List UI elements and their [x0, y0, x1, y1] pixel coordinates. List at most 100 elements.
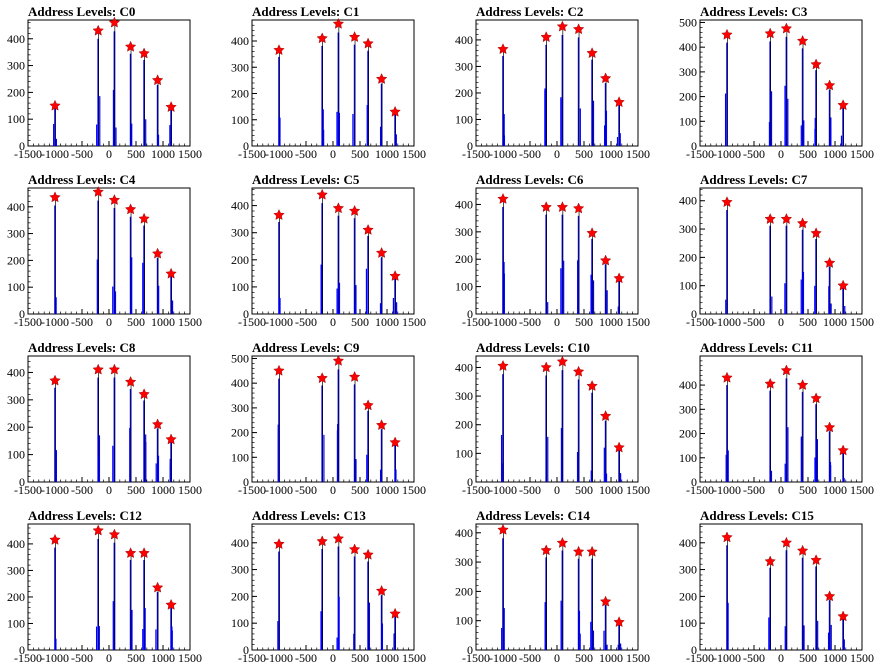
peak-marker — [599, 595, 612, 607]
x-tick-label: 1500 — [626, 315, 650, 329]
peak-marker — [348, 371, 361, 382]
peak-marker — [497, 360, 509, 371]
x-tick-label: 1500 — [626, 483, 650, 497]
y-tick-label: 0 — [691, 307, 697, 321]
x-tick-label: 1500 — [178, 315, 202, 329]
peak-marker — [764, 377, 776, 389]
y-tick-label: 0 — [243, 475, 249, 489]
x-tick-label: 1000 — [823, 147, 847, 161]
x-tick-label: 1500 — [402, 651, 426, 665]
x-tick-label: -1500 — [686, 651, 714, 665]
peak-marker — [151, 581, 164, 593]
panel-title: Address Levels: C7 — [700, 172, 808, 187]
y-tick-label: 400 — [7, 537, 25, 551]
peak-marker — [556, 20, 569, 32]
peak-marker — [375, 419, 388, 430]
peak-marker — [273, 364, 285, 376]
x-tick-label: 500 — [127, 651, 145, 665]
y-tick-label: 200 — [455, 86, 473, 100]
y-tick-label: 0 — [243, 307, 249, 321]
y-tick-label: 400 — [231, 34, 249, 48]
peak-marker — [796, 544, 809, 556]
x-tick-label: -500 — [71, 147, 93, 161]
plot-frame — [251, 19, 415, 147]
x-tick-label: -500 — [295, 147, 317, 161]
x-tick-label: -500 — [295, 315, 317, 329]
y-tick-label: 100 — [7, 448, 25, 462]
plot-frame — [27, 187, 191, 315]
x-tick-label: 500 — [799, 147, 817, 161]
panel-title: Address Levels: C15 — [700, 508, 814, 523]
peak-marker — [721, 28, 733, 40]
plot-frame — [475, 355, 639, 483]
plot-frame — [699, 355, 863, 483]
peak-marker — [823, 257, 836, 268]
y-tick-label: 200 — [679, 427, 697, 441]
x-tick-label: 0 — [554, 147, 560, 161]
x-tick-label: 1000 — [823, 483, 847, 497]
peak-marker — [108, 528, 121, 540]
y-tick-label: 100 — [679, 451, 697, 465]
peak-marker — [151, 247, 164, 259]
x-tick-label: -1500 — [686, 483, 714, 497]
y-tick-label: 0 — [243, 139, 249, 153]
peak-marker — [273, 44, 285, 55]
x-tick-label: 1000 — [151, 651, 175, 665]
peak-marker — [586, 380, 598, 391]
y-tick-label: 300 — [679, 563, 697, 577]
peak-marker — [796, 217, 809, 229]
peak-marker — [108, 363, 121, 375]
y-tick-label: 100 — [231, 113, 249, 127]
peak-marker — [764, 555, 776, 567]
peak-marker — [316, 188, 328, 200]
peak-marker — [49, 374, 61, 386]
peak-marker — [138, 388, 150, 400]
panel-4: Address Levels: C4 0 100 200 300 400 -1500 -100… — [7, 172, 202, 329]
x-tick-label: -500 — [519, 483, 541, 497]
peak-marker — [599, 410, 612, 421]
panel-13: Address Levels: C13 0 100 200 300 400 -1500 -10… — [231, 508, 426, 665]
x-tick-label: -500 — [295, 483, 317, 497]
peak-marker — [375, 247, 388, 258]
peak-marker — [613, 96, 625, 108]
peak-marker — [796, 379, 809, 390]
peak-marker — [599, 72, 612, 84]
y-tick-label: 300 — [455, 59, 473, 73]
panel-title: Address Levels: C13 — [252, 508, 366, 523]
peak-marker — [556, 355, 569, 367]
y-tick-label: 100 — [455, 280, 473, 294]
x-tick-label: -1000 — [713, 483, 741, 497]
x-tick-label: -500 — [743, 147, 765, 161]
peak-marker — [540, 201, 552, 212]
plot-frame — [475, 523, 639, 651]
peak-marker — [780, 213, 793, 224]
peak-marker — [613, 616, 625, 627]
peak-marker — [556, 201, 569, 212]
x-tick-label: 500 — [351, 147, 369, 161]
y-tick-label: 200 — [7, 85, 25, 99]
panel-title: Address Levels: C9 — [252, 340, 360, 355]
peak-marker — [151, 74, 164, 86]
panel-14: Address Levels: C14 0 100 200 300 400 -1500 -10… — [455, 508, 650, 665]
x-tick-label: -1000 — [41, 651, 69, 665]
peak-marker — [138, 547, 150, 558]
x-tick-label: 1500 — [626, 651, 650, 665]
peak-marker — [375, 73, 388, 84]
x-tick-label: -1000 — [265, 483, 293, 497]
y-tick-label: 300 — [231, 563, 249, 577]
peak-marker — [810, 554, 822, 565]
x-tick-label: 1000 — [375, 315, 399, 329]
x-tick-label: -1500 — [686, 315, 714, 329]
y-tick-label: 200 — [231, 426, 249, 440]
x-tick-label: -1000 — [41, 483, 69, 497]
peak-marker — [108, 16, 121, 28]
y-tick-label: 300 — [7, 393, 25, 407]
peak-marker — [572, 23, 585, 35]
peak-marker — [823, 590, 836, 602]
y-tick-label: 0 — [243, 643, 249, 657]
peak-marker — [316, 372, 328, 384]
x-tick-label: -500 — [71, 651, 93, 665]
x-tick-label: 0 — [106, 315, 112, 329]
panel-11: Address Levels: C11 0 100 200 300 400 -1500 -10… — [679, 340, 874, 497]
peak-marker — [497, 193, 509, 204]
